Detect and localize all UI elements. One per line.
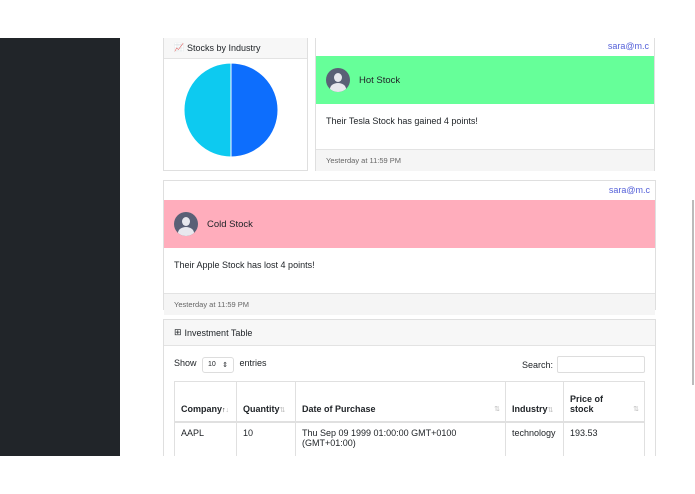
cell-price: 193.53 [563,421,645,456]
cold-stock-banner: Cold Stock [164,200,655,248]
column-header-price[interactable]: Price of stock ⇅ [563,381,645,423]
search-input[interactable] [557,356,645,373]
pie-chart [183,62,279,158]
table-icon: ⊞ [174,327,182,337]
area-chart-icon: 📈 [174,43,184,52]
column-header-industry[interactable]: Industry⇅ [505,381,564,423]
cold-stock-message: Their Apple Stock has lost 4 points! [174,260,315,270]
chart-card: 📈 Stocks by Industry [163,38,308,171]
table-card-title: Investment Table [184,327,253,338]
user-email[interactable]: sara@m.c [607,41,649,51]
hot-stock-banner: Hot Stock [316,56,654,104]
sort-icon: ⇅ [547,406,554,414]
hot-stock-message: Their Tesla Stock has gained 4 points! [326,116,478,126]
select-arrows-icon: ⇕ [222,361,229,369]
cell-date: Thu Sep 09 1999 01:00:00 GMT+0100 (GMT+0… [295,421,506,456]
investment-table: Company↑↓ Quantity⇅ Date of Purchase ⇅ In… [174,381,645,456]
table-card-header: ⊞ Investment Table [164,320,655,346]
cold-stock-card: sara@m.c Cold Stock Their Apple Stock ha… [163,180,656,315]
entries-select[interactable]: 10 ⇕ [202,356,235,373]
pie-slice-0[interactable] [230,62,279,158]
investment-table-card: ⊞ Investment Table Show 10 ⇕ entries Sea… [163,319,656,456]
hot-stock-time: Yesterday at 11:59 PM [316,149,654,171]
sort-icon: ⇅ [279,406,286,414]
chart-card-title: Stocks by Industry [186,42,261,53]
sidebar [0,38,120,456]
search-label: Search: [521,359,553,370]
cold-stock-title: Cold Stock [207,218,253,230]
table-row: AAPL 10 Thu Sep 09 1999 01:00:00 GMT+010… [174,421,645,456]
pie-slice-1[interactable] [183,62,232,158]
sort-icon: ↑ [222,406,226,414]
chart-card-header: 📈 Stocks by Industry [164,38,307,59]
avatar [326,68,350,92]
cold-stock-time: Yesterday at 11:59 PM [164,293,655,315]
sort-icon: ⇅ [633,405,639,413]
user-email[interactable]: sara@m.c [608,185,650,195]
sort-icon: ⇅ [494,405,500,413]
hot-stock-card: sara@m.c Hot Stock Their Tesla Stock has… [315,38,655,171]
column-header-quantity[interactable]: Quantity⇅ [236,381,296,423]
column-header-date[interactable]: Date of Purchase ⇅ [295,381,506,423]
avatar [174,212,198,236]
hot-stock-title: Hot Stock [359,74,401,86]
entries-value: 10 [208,360,216,368]
cell-company: AAPL [174,421,237,456]
sort-icon: ↓ [225,406,230,414]
column-header-company[interactable]: Company↑↓ [174,381,237,423]
cell-quantity: 10 [236,421,296,456]
main-content: 📈 Stocks by Industry sara@m.c Hot Stock … [120,38,695,456]
scrollbar[interactable] [692,200,694,385]
entries-label: entries [239,357,267,368]
cell-industry: technology [505,421,564,456]
show-label: Show [174,357,197,368]
